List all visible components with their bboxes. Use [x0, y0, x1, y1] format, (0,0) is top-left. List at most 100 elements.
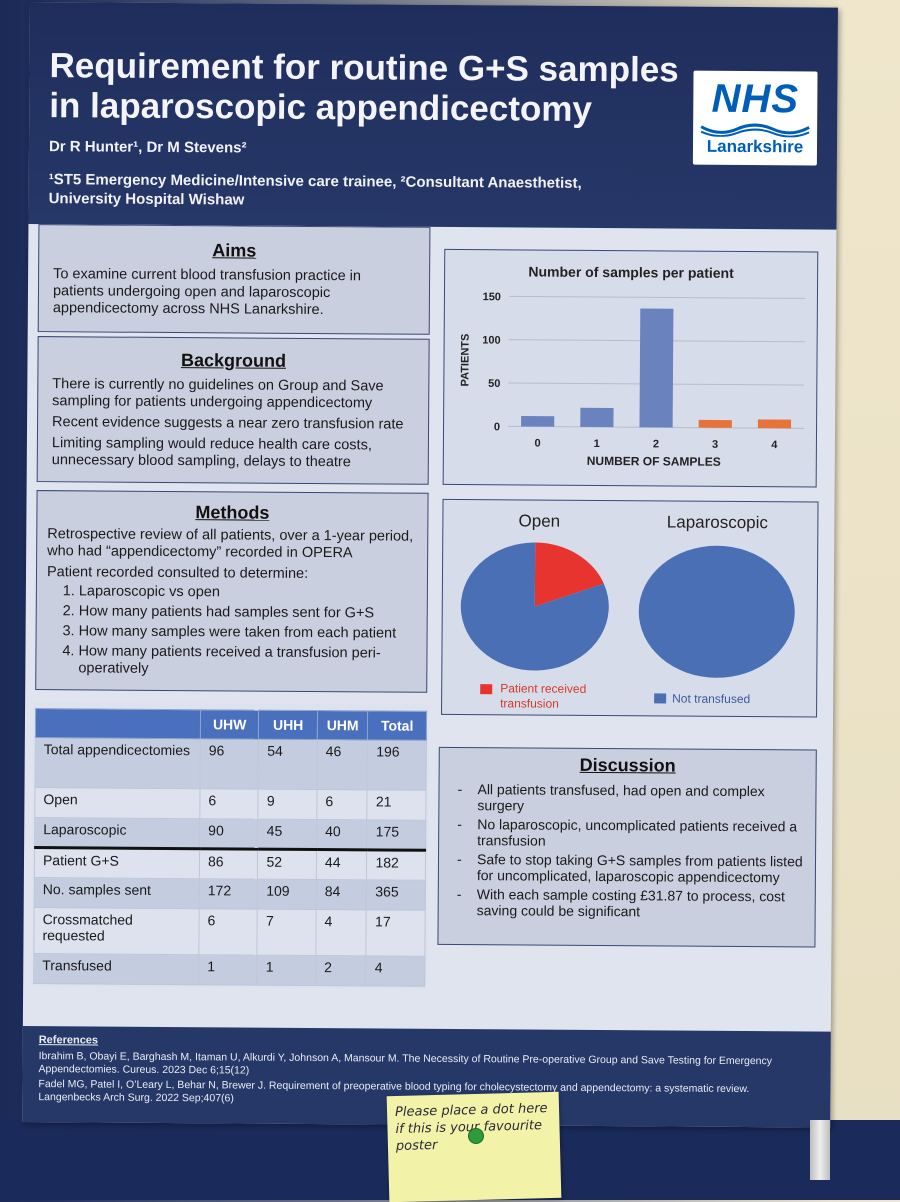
bar	[757, 419, 792, 429]
bar-chart-xlabel: NUMBER OF SAMPLES	[587, 454, 721, 469]
sticky-note: Please place a dot here if this is your …	[386, 1091, 562, 1202]
table-cell: 109	[257, 879, 317, 910]
y-tick-label: 100	[482, 334, 500, 346]
discussion-section: Discussion All patients transfused, had …	[437, 746, 817, 948]
table-row: Patient G+S 86 52 44 182	[34, 847, 426, 881]
table-cell: 52	[257, 849, 317, 880]
table-cell: 172	[199, 878, 258, 910]
legend-label-transfused: Patient received transfusion	[500, 681, 590, 711]
bar-chart-panel: Number of samples per patient PATIENTS N…	[442, 248, 819, 488]
y-tick-label: 50	[488, 378, 500, 390]
y-tick-label: 150	[483, 291, 501, 303]
table-row-label: Open	[34, 787, 201, 819]
results-table: UHW UHH UHM Total Total appendicectomies…	[33, 708, 427, 987]
table-cell: 45	[258, 819, 317, 850]
pie-laparoscopic-title: Laparoscopic	[667, 512, 769, 532]
y-tick-label: 0	[494, 421, 500, 433]
table-header-cell: UHM	[317, 710, 369, 740]
table-cell: 96	[200, 738, 259, 790]
poster: Requirement for routine G+S samples in l…	[22, 2, 838, 1128]
methods-list: Laparoscopic vs open How many patients h…	[46, 583, 417, 680]
pie-slice	[460, 542, 609, 671]
aims-heading: Aims	[212, 240, 257, 261]
table-header-cell: UHW	[200, 709, 260, 740]
methods-item: Laparoscopic vs open	[79, 583, 417, 602]
table-cell: 6	[199, 788, 259, 820]
x-tick-label: 1	[594, 438, 600, 450]
pie-slice	[534, 542, 604, 607]
nhs-logo-mark: NHS	[703, 76, 808, 122]
table-row: No. samples sent 172 109 84 365	[34, 877, 426, 911]
table-cell: 9	[258, 789, 317, 820]
table-cell: 7	[257, 909, 317, 956]
table-header-cell	[35, 708, 201, 739]
table-row-label: Laparoscopic	[34, 817, 200, 849]
bar	[580, 407, 614, 428]
table-cell: 90	[199, 818, 259, 850]
table-row: Transfused 1 1 2 4	[33, 953, 425, 987]
methods-section: Methods Retrospective review of all pati…	[35, 490, 429, 693]
bar-chart-title: Number of samples per patient	[528, 263, 734, 280]
bar-chart-ylabel: PATIENTS	[459, 334, 471, 387]
table-cell: 182	[366, 849, 426, 881]
bar-chart: Number of samples per patient PATIENTS N…	[459, 263, 805, 469]
nhs-logo-org: Lanarkshire	[706, 136, 804, 157]
pie-slice	[638, 545, 795, 678]
background-heading: Background	[180, 350, 287, 371]
discussion-item: Safe to stop taking G+S samples from pat…	[449, 851, 805, 885]
table-row: Laparoscopic 90 45 40 175	[34, 817, 426, 851]
nhs-lanarkshire-logo: NHS Lanarkshire	[692, 70, 818, 166]
discussion-heading: Discussion	[579, 754, 676, 776]
table-cell: 86	[199, 848, 259, 880]
legend-swatch-not-transfused	[654, 693, 667, 704]
methods-item: How many samples were taken from each pa…	[79, 623, 417, 642]
table-cell: 365	[366, 879, 426, 911]
discussion-list: All patients transfused, had open and co…	[449, 781, 806, 920]
table-cell: 54	[258, 739, 318, 790]
noticeboard-wall	[838, 0, 900, 1200]
poster-affiliation: ¹ST5 Emergency Medicine/Intensive care t…	[48, 171, 582, 209]
table-row-label: Patient G+S	[34, 847, 200, 879]
table-cell: 6	[316, 789, 368, 820]
table-cell: 44	[316, 849, 368, 880]
references-heading: References	[38, 1034, 99, 1047]
background-paragraph: There is currently no guidelines on Grou…	[52, 376, 384, 412]
methods-intro: Retrospective review of all patients, ov…	[47, 526, 414, 562]
discussion-item: All patients transfused, had open and co…	[449, 781, 805, 815]
x-tick-label: 0	[534, 438, 540, 450]
table-cell: 40	[316, 819, 368, 850]
table-row: Total appendicectomies 96 54 46 196	[35, 737, 427, 791]
poster-authors: Dr R Hunter¹, Dr M Stevens²	[48, 138, 247, 157]
table-header-cell: Total	[367, 710, 427, 741]
discussion-item: No laparoscopic, uncomplicated patients …	[449, 816, 805, 850]
table-cell: 17	[366, 909, 426, 957]
bar	[639, 308, 674, 428]
table-row: Open 6 9 6 21	[34, 787, 427, 821]
table-row-label: Crossmatched requested	[33, 907, 200, 955]
table-cell: 4	[315, 909, 367, 956]
poster-title: Requirement for routine G+S samples in l…	[49, 46, 679, 129]
gridline	[508, 295, 805, 299]
table-header-cell: UHH	[258, 710, 318, 740]
pushpin-icon	[468, 1128, 484, 1144]
background-section: Background There is currently no guideli…	[36, 336, 430, 485]
table-cell: 21	[367, 789, 427, 821]
table-cell: 1	[257, 955, 316, 986]
table-cell: 4	[366, 955, 425, 987]
methods-heading: Methods	[195, 502, 270, 523]
table-cell: 175	[367, 819, 426, 851]
x-tick-label: 2	[653, 438, 659, 450]
table-row-label: No. samples sent	[34, 877, 200, 909]
pie-charts: Open Laparoscopic Patient received trans…	[460, 511, 795, 711]
pie-open-title: Open	[519, 511, 561, 530]
table-cell: 84	[316, 879, 367, 910]
background-paragraph: Recent evidence suggests a near zero tra…	[52, 414, 404, 433]
bar	[698, 419, 732, 428]
methods-item: How many patients received a transfusion…	[78, 643, 416, 679]
table-cell: 2	[315, 955, 367, 986]
reference-item: Ibrahim B, Obayi E, Barghash M, Itaman U…	[38, 1050, 773, 1077]
legend-label-not-transfused: Not transfused	[672, 692, 750, 707]
aims-section: Aims To examine current blood transfusio…	[37, 224, 431, 335]
table-row: Crossmatched requested 6 7 4 17	[33, 907, 426, 957]
bar	[521, 416, 555, 427]
